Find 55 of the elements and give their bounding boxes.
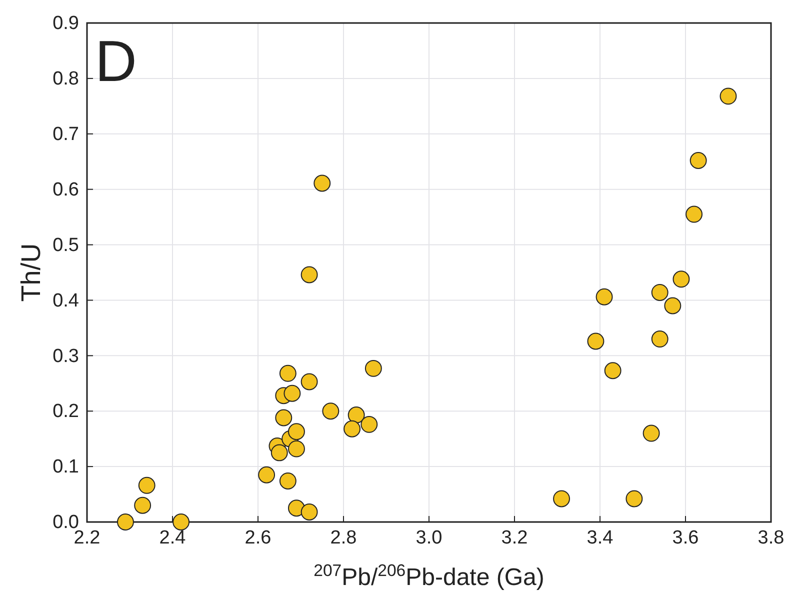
point <box>344 420 361 438</box>
y-tick-label: 0.5 <box>52 234 79 256</box>
y-tick-label: 0.7 <box>52 124 79 145</box>
x-tick-label: 2.4 <box>159 527 186 548</box>
point <box>322 402 340 420</box>
y-tick-label: 0.9 <box>52 13 79 34</box>
point <box>720 88 737 105</box>
point <box>314 174 331 192</box>
y-tick-label: 0.8 <box>52 68 79 90</box>
y-tick-label: 0.3 <box>52 346 79 367</box>
y-tick-label: 0.1 <box>52 456 79 478</box>
point <box>348 406 365 424</box>
y-tick-label: 0.4 <box>52 290 80 312</box>
y-tick-label: 0.2 <box>52 401 79 422</box>
point <box>364 360 382 377</box>
x-tick-label: 2.6 <box>244 527 272 548</box>
point <box>672 270 690 288</box>
point <box>604 362 622 380</box>
point <box>300 373 318 390</box>
point <box>279 472 296 490</box>
point <box>270 444 288 462</box>
point <box>172 514 190 530</box>
point <box>288 440 305 458</box>
y-axis-title: Th/U <box>16 243 46 302</box>
point <box>300 504 318 520</box>
point <box>258 466 276 484</box>
point <box>596 288 613 306</box>
point <box>279 364 296 382</box>
x-tick-label: 2.2 <box>74 527 100 548</box>
annotation: D <box>95 29 137 94</box>
x-tick-label: 3.8 <box>758 527 784 548</box>
point <box>626 490 643 508</box>
point <box>138 476 156 494</box>
x-tick-label: 2.8 <box>330 527 357 548</box>
point <box>300 266 318 284</box>
x-tick-label: 3.2 <box>501 527 528 548</box>
point <box>288 423 305 440</box>
x-tick-label: 3.0 <box>416 527 442 548</box>
x-tick-label: 3.6 <box>672 527 699 548</box>
point <box>553 490 570 508</box>
point <box>651 330 668 348</box>
point <box>690 152 707 169</box>
point <box>587 332 604 350</box>
point <box>134 496 152 514</box>
point <box>275 409 292 426</box>
y-tick-label: 0.6 <box>52 179 79 200</box>
point <box>642 424 660 442</box>
x-tick-label: 3.4 <box>586 527 614 548</box>
x-axis-title: $^{207}$Pb/$^{206}$Pb-date (Ga) <box>314 560 544 591</box>
point <box>651 284 668 301</box>
point <box>360 416 378 433</box>
point <box>686 206 703 223</box>
point <box>116 514 134 530</box>
point <box>664 297 682 314</box>
point <box>284 384 301 402</box>
